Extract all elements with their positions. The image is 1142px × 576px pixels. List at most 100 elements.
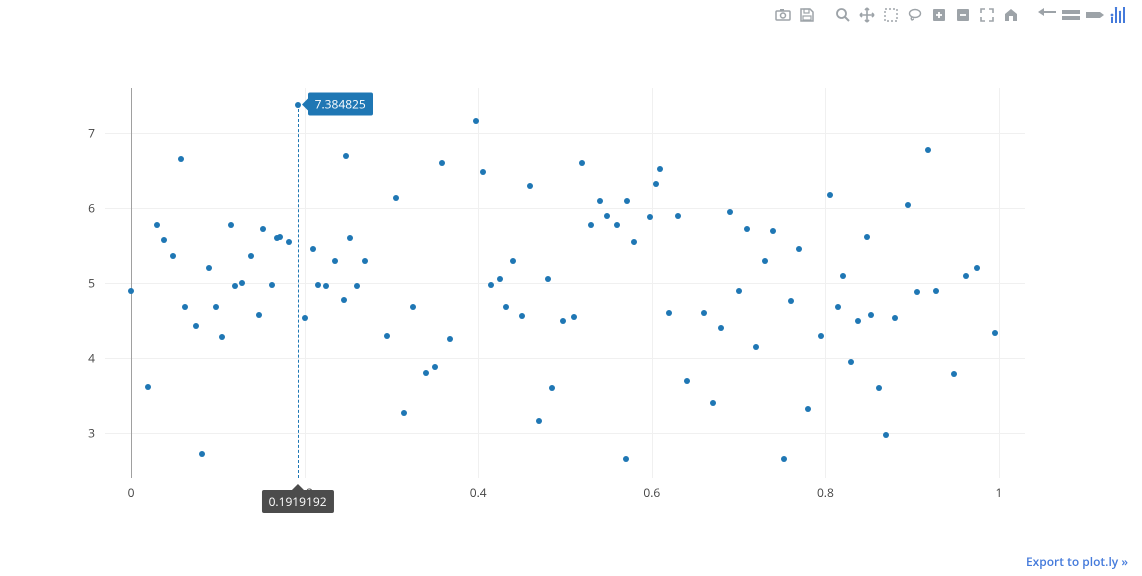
data-point[interactable] (161, 237, 167, 243)
data-point[interactable] (675, 213, 681, 219)
data-point[interactable] (302, 315, 308, 321)
data-point[interactable] (310, 246, 316, 252)
data-point[interactable] (623, 456, 629, 462)
data-point[interactable] (286, 239, 292, 245)
data-point[interactable] (653, 181, 659, 187)
data-point[interactable] (604, 213, 610, 219)
data-point[interactable] (710, 400, 716, 406)
data-point[interactable] (401, 410, 407, 416)
data-point[interactable] (170, 253, 176, 259)
data-point[interactable] (480, 169, 486, 175)
data-point[interactable] (182, 304, 188, 310)
data-point[interactable] (883, 432, 889, 438)
data-point[interactable] (614, 222, 620, 228)
box-select-icon[interactable] (882, 6, 900, 24)
data-point[interactable] (315, 282, 321, 288)
data-point[interactable] (248, 253, 254, 259)
data-point[interactable] (256, 312, 262, 318)
scatter-plot[interactable]: 3456700.20.40.60.817.3848250.1919192 (105, 88, 1025, 478)
data-point[interactable] (232, 283, 238, 289)
data-point[interactable] (827, 192, 833, 198)
data-point[interactable] (178, 156, 184, 162)
data-point[interactable] (545, 276, 551, 282)
data-point[interactable] (579, 160, 585, 166)
data-point[interactable] (503, 304, 509, 310)
data-point[interactable] (905, 202, 911, 208)
data-point[interactable] (835, 304, 841, 310)
data-point[interactable] (341, 297, 347, 303)
lasso-select-icon[interactable] (906, 6, 924, 24)
data-point[interactable] (199, 451, 205, 457)
data-point[interactable] (992, 330, 998, 336)
data-point[interactable] (624, 198, 630, 204)
data-point[interactable] (974, 265, 980, 271)
data-point[interactable] (876, 385, 882, 391)
data-point[interactable] (588, 222, 594, 228)
plotly-logo-icon[interactable] (1110, 6, 1128, 24)
data-point[interactable] (892, 315, 898, 321)
data-point[interactable] (527, 183, 533, 189)
data-point[interactable] (213, 304, 219, 310)
data-point[interactable] (718, 325, 724, 331)
data-point[interactable] (145, 384, 151, 390)
data-point[interactable] (154, 222, 160, 228)
data-point[interactable] (219, 334, 225, 340)
data-point[interactable] (536, 418, 542, 424)
data-point[interactable] (269, 282, 275, 288)
data-point[interactable] (488, 282, 494, 288)
toggle-spike-lines-icon[interactable] (1038, 6, 1056, 24)
data-point[interactable] (497, 276, 503, 282)
data-point[interactable] (914, 289, 920, 295)
data-point[interactable] (206, 265, 212, 271)
data-point[interactable] (855, 318, 861, 324)
data-point[interactable] (770, 228, 776, 234)
data-point[interactable] (701, 310, 707, 316)
compare-data-icon[interactable] (1086, 6, 1104, 24)
data-point[interactable] (473, 118, 479, 124)
zoom-in-icon[interactable] (930, 6, 948, 24)
data-point[interactable] (818, 333, 824, 339)
data-point[interactable] (864, 234, 870, 240)
data-point[interactable] (332, 258, 338, 264)
data-point[interactable] (933, 288, 939, 294)
data-point[interactable] (410, 304, 416, 310)
data-point[interactable] (796, 246, 802, 252)
data-point[interactable] (840, 273, 846, 279)
data-point[interactable] (647, 214, 653, 220)
zoom-icon[interactable] (834, 6, 852, 24)
data-point[interactable] (277, 234, 283, 240)
data-point[interactable] (762, 258, 768, 264)
data-point[interactable] (560, 318, 566, 324)
data-point[interactable] (354, 283, 360, 289)
data-point[interactable] (571, 314, 577, 320)
data-point[interactable] (347, 235, 353, 241)
data-point[interactable] (423, 370, 429, 376)
autoscale-icon[interactable] (978, 6, 996, 24)
data-point[interactable] (963, 273, 969, 279)
data-point[interactable] (848, 359, 854, 365)
camera-icon[interactable] (774, 6, 792, 24)
data-point[interactable] (193, 323, 199, 329)
data-point[interactable] (753, 344, 759, 350)
save-icon[interactable] (798, 6, 816, 24)
data-point[interactable] (951, 371, 957, 377)
data-point[interactable] (549, 385, 555, 391)
data-point[interactable] (510, 258, 516, 264)
data-point[interactable] (781, 456, 787, 462)
data-point[interactable] (228, 222, 234, 228)
data-point[interactable] (343, 153, 349, 159)
data-point[interactable] (788, 298, 794, 304)
data-point[interactable] (323, 283, 329, 289)
data-point[interactable] (657, 166, 663, 172)
data-point[interactable] (631, 239, 637, 245)
export-link[interactable]: Export to plot.ly » (1026, 553, 1128, 570)
data-point[interactable] (744, 226, 750, 232)
show-closest-data-icon[interactable] (1062, 6, 1080, 24)
data-point[interactable] (727, 209, 733, 215)
data-point[interactable] (868, 312, 874, 318)
data-point[interactable] (239, 280, 245, 286)
data-point[interactable] (362, 258, 368, 264)
data-point[interactable] (393, 195, 399, 201)
data-point[interactable] (666, 310, 672, 316)
data-point[interactable] (384, 333, 390, 339)
